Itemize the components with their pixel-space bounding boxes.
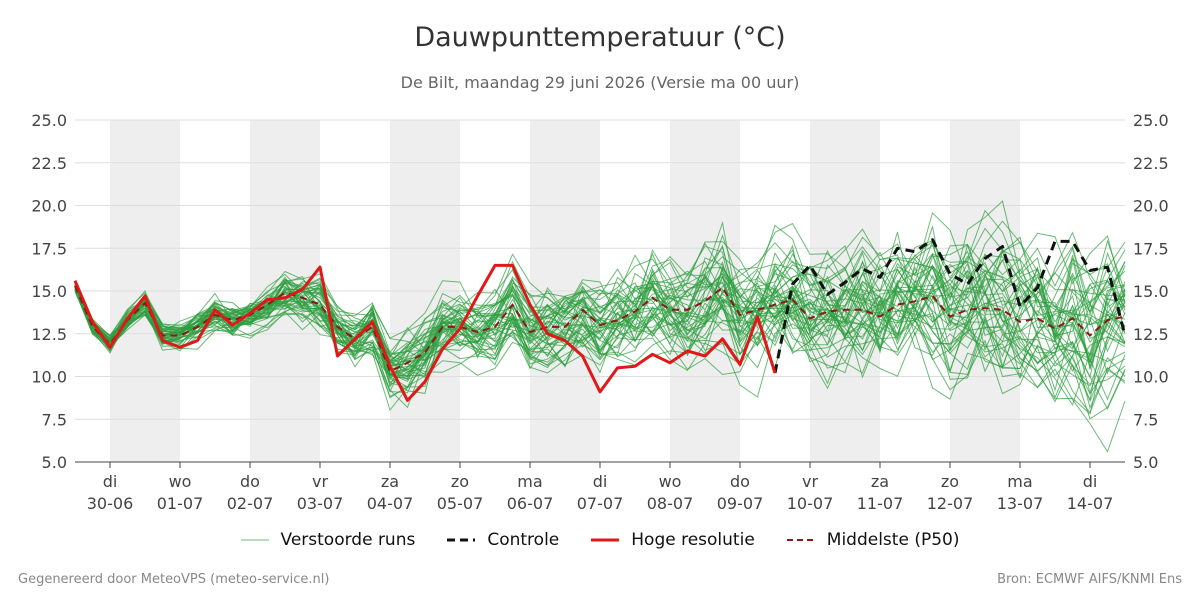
y-tick-label-right: 25.0 [1133,111,1169,130]
y-tick-label-right: 5.0 [1133,453,1158,472]
y-tick-label-left: 12.5 [31,325,67,344]
x-tick-label-day: wo [659,472,682,491]
legend-swatch-control [447,538,476,542]
ensemble-run-line [74,252,1126,384]
x-tick-label-date: 08-07 [647,494,694,513]
x-tick-label-day: zo [451,472,469,491]
legend-swatch-median [786,539,815,541]
x-tick-label-date: 07-07 [577,494,624,513]
chart-title: Dauwpunttemperatuur (°C) [414,22,786,53]
legend-label-ensemble: Verstoorde runs [280,530,416,550]
x-tick-label-day: zo [941,472,959,491]
x-tick-label-date: 10-07 [787,494,834,513]
footer-generator: Gegenereerd door MeteoVPS (meteo-service… [18,572,330,587]
x-tick-label-date: 02-07 [227,494,274,513]
y-tick-label-right: 15.0 [1133,282,1169,301]
x-tick-label-date: 06-07 [507,494,554,513]
x-tick-label-date: 11-07 [857,494,904,513]
ensemble-run-line [74,246,1126,374]
x-tick-label-day: do [730,472,750,491]
ensemble-run-line [74,279,1126,391]
chart-legend: Verstoorde runs Controle Hoge resolutie … [0,530,1200,550]
x-tick-label-date: 05-07 [437,494,484,513]
ensemble-run-line [74,259,1126,378]
legend-swatch-hires [591,538,620,542]
legend-label-control: Controle [487,530,560,550]
x-tick-label-date: 04-07 [367,494,414,513]
y-tick-label-right: 10.0 [1133,368,1169,387]
ensemble-run-line [74,249,1126,379]
x-tick-label-day: do [240,472,260,491]
y-tick-label-left: 10.0 [31,368,67,387]
footer-source: Bron: ECMWF AIFS/KNMI Ens [997,572,1182,587]
x-tick-label-day: di [103,472,118,491]
y-tick-label-left: 7.5 [42,410,67,429]
x-tick-label-day: za [381,472,399,491]
x-tick-label-date: 09-07 [717,494,764,513]
x-tick-label-day: vr [312,472,328,491]
y-tick-label-left: 15.0 [31,282,67,301]
x-tick-label-date: 14-07 [1067,494,1114,513]
y-tick-label-right: 20.0 [1133,197,1169,216]
y-tick-label-right: 17.5 [1133,239,1169,258]
x-tick-label-date: 12-07 [927,494,974,513]
x-tick-label-day: za [871,472,889,491]
legend-item-hires: Hoge resolutie [591,530,755,550]
y-tick-label-left: 5.0 [42,453,67,472]
ensemble-run-line [74,242,1126,409]
x-tick-label-date: 13-07 [997,494,1044,513]
y-tick-label-left: 20.0 [31,197,67,216]
x-tick-label-day: vr [802,472,818,491]
y-tick-label-left: 25.0 [31,111,67,130]
chart-subtitle: De Bilt, maandag 29 juni 2026 (Versie ma… [400,73,800,92]
legend-label-hires: Hoge resolutie [631,530,755,550]
legend-item-median: Middelste (P50) [786,530,960,550]
hires-line [73,263,777,402]
control-line [773,238,1127,374]
legend-item-control: Controle [447,530,559,550]
legend-item-ensemble: Verstoorde runs [240,530,416,550]
y-tick-label-right: 22.5 [1133,154,1169,173]
ensemble-run-line [74,267,1126,381]
x-tick-label-day: ma [1007,472,1032,491]
y-tick-label-right: 12.5 [1133,325,1169,344]
ensemble-run-line [74,262,1126,373]
x-tick-label-date: 03-07 [297,494,344,513]
y-tick-label-left: 17.5 [31,239,67,258]
legend-swatch-ensemble [240,539,269,541]
x-tick-label-day: wo [169,472,192,491]
x-tick-label-date: 30-06 [87,494,134,513]
x-tick-label-day: di [1083,472,1098,491]
y-tick-label-right: 7.5 [1133,410,1158,429]
x-tick-label-day: di [593,472,608,491]
y-tick-label-left: 22.5 [31,154,67,173]
legend-label-median: Middelste (P50) [826,530,960,550]
x-tick-label-day: ma [517,472,542,491]
x-tick-label-date: 01-07 [157,494,204,513]
